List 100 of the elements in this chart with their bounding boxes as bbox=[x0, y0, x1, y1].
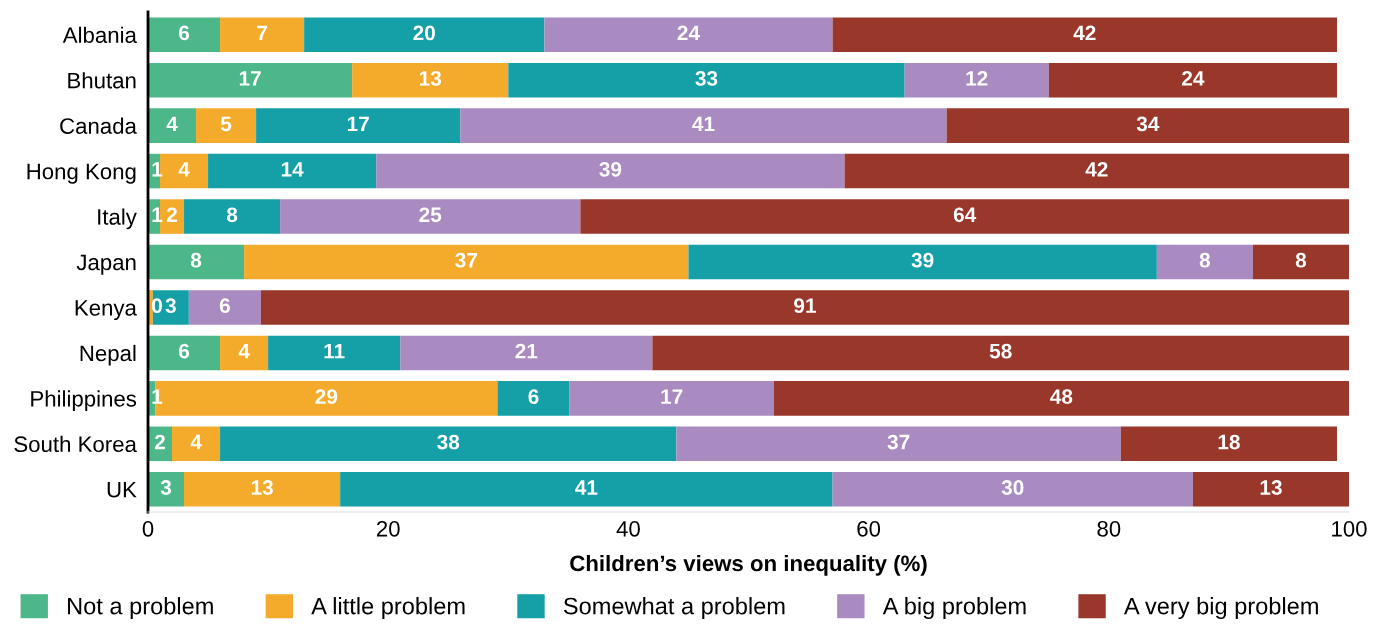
bar bbox=[946, 108, 1349, 143]
legend-label: Not a problem bbox=[68, 597, 213, 620]
legend-label: Somewhat a problem bbox=[563, 597, 785, 620]
bar bbox=[352, 62, 509, 98]
bar bbox=[773, 381, 1349, 416]
data-label: 17 bbox=[239, 71, 261, 86]
data-label: 11 bbox=[324, 343, 345, 359]
bar bbox=[256, 108, 461, 143]
y-tick-label: South Korea bbox=[14, 435, 137, 453]
y-tick-label: Italy bbox=[98, 208, 137, 230]
bar bbox=[220, 17, 305, 52]
data-label: 6 bbox=[219, 298, 230, 314]
data-label: 8 bbox=[1199, 252, 1211, 268]
data-label: 58 bbox=[989, 343, 1012, 359]
bar bbox=[188, 290, 261, 325]
bar bbox=[1192, 472, 1349, 507]
data-label: 7 bbox=[257, 25, 267, 41]
bar bbox=[1252, 244, 1349, 280]
data-label: 18 bbox=[1218, 434, 1240, 450]
bar bbox=[196, 108, 257, 143]
y-tick-label: UK bbox=[107, 482, 137, 498]
bar bbox=[676, 426, 1121, 462]
data-label: 8 bbox=[1295, 252, 1307, 268]
y-tick-label: Hong Kong bbox=[27, 163, 136, 184]
bar bbox=[652, 335, 1349, 371]
y-tick-label: Kenya bbox=[75, 300, 137, 321]
data-label: 42 bbox=[1073, 25, 1096, 41]
bar bbox=[688, 244, 1157, 280]
data-label: 17 bbox=[347, 116, 369, 132]
bar bbox=[1048, 62, 1337, 98]
data-label: 39 bbox=[599, 161, 622, 177]
data-label: 13 bbox=[251, 480, 273, 495]
data-label: 41 bbox=[575, 480, 598, 495]
data-label: 29 bbox=[315, 389, 338, 404]
data-label: 38 bbox=[437, 434, 460, 450]
data-label: 6 bbox=[179, 343, 190, 359]
bar bbox=[904, 62, 1049, 98]
bar bbox=[220, 426, 677, 462]
bar bbox=[260, 290, 1349, 325]
x-axis-title: Children’s views on inequality (%) bbox=[570, 554, 927, 576]
data-label: 64 bbox=[953, 207, 977, 223]
data-label: 25 bbox=[419, 207, 442, 223]
x-tick-label: 40 bbox=[616, 520, 640, 537]
bar bbox=[832, 17, 1337, 52]
data-label: 2 bbox=[154, 434, 165, 450]
data-label: 48 bbox=[1050, 389, 1073, 404]
bar bbox=[184, 199, 281, 234]
bar bbox=[400, 335, 653, 371]
data-label: 13 bbox=[419, 71, 442, 86]
legend-label: A very big problem bbox=[1123, 597, 1318, 620]
y-tick-label: Nepal bbox=[80, 344, 136, 366]
data-label: 24 bbox=[1182, 71, 1205, 86]
data-label: 14 bbox=[281, 162, 304, 177]
data-label: 5 bbox=[220, 116, 232, 132]
data-label: 8 bbox=[226, 207, 238, 223]
data-label: 6 bbox=[528, 389, 539, 404]
data-label: 8 bbox=[190, 252, 202, 268]
data-label: 17 bbox=[661, 389, 683, 404]
bar bbox=[544, 17, 833, 52]
data-label: 91 bbox=[794, 298, 816, 314]
bar bbox=[832, 472, 1193, 507]
data-label: 34 bbox=[1136, 116, 1160, 132]
data-label: 24 bbox=[677, 25, 700, 41]
data-label: 37 bbox=[455, 252, 477, 268]
data-label: 3 bbox=[165, 298, 176, 314]
bar bbox=[1120, 426, 1337, 462]
data-label: 30 bbox=[1001, 480, 1024, 495]
data-label: 39 bbox=[911, 252, 934, 268]
x-tick-label: 80 bbox=[1097, 520, 1121, 537]
y-tick-label: Bhutan bbox=[68, 72, 136, 89]
bar bbox=[208, 153, 377, 189]
bar bbox=[184, 472, 341, 507]
data-label: 4 bbox=[190, 434, 202, 450]
data-label: 21 bbox=[515, 343, 538, 359]
bar bbox=[220, 335, 269, 371]
bar bbox=[508, 62, 905, 98]
data-label: 2 bbox=[166, 207, 177, 222]
bar bbox=[244, 244, 689, 280]
legend-label: A little problem bbox=[311, 597, 465, 620]
bar bbox=[1156, 244, 1253, 280]
x-tick-label: 0 bbox=[142, 520, 154, 537]
bar bbox=[280, 199, 581, 234]
bar bbox=[148, 472, 185, 507]
bar bbox=[148, 17, 221, 52]
data-label: 4 bbox=[238, 343, 250, 359]
data-label: 4 bbox=[178, 162, 190, 177]
bar bbox=[460, 108, 947, 143]
y-tick-label: Japan bbox=[76, 254, 136, 275]
x-tick-label: 100 bbox=[1332, 520, 1367, 537]
x-tick-label: 20 bbox=[376, 520, 400, 537]
y-tick-label: Albania bbox=[62, 26, 137, 43]
bar bbox=[497, 381, 570, 416]
y-tick-label: Philippines bbox=[31, 390, 137, 412]
bar bbox=[569, 381, 774, 416]
bar bbox=[148, 62, 353, 98]
data-label: 33 bbox=[695, 71, 718, 86]
data-label: 6 bbox=[179, 25, 190, 41]
legend-label: A big problem bbox=[882, 597, 1026, 620]
data-label: 20 bbox=[413, 25, 435, 41]
y-tick-label: Canada bbox=[60, 117, 137, 134]
